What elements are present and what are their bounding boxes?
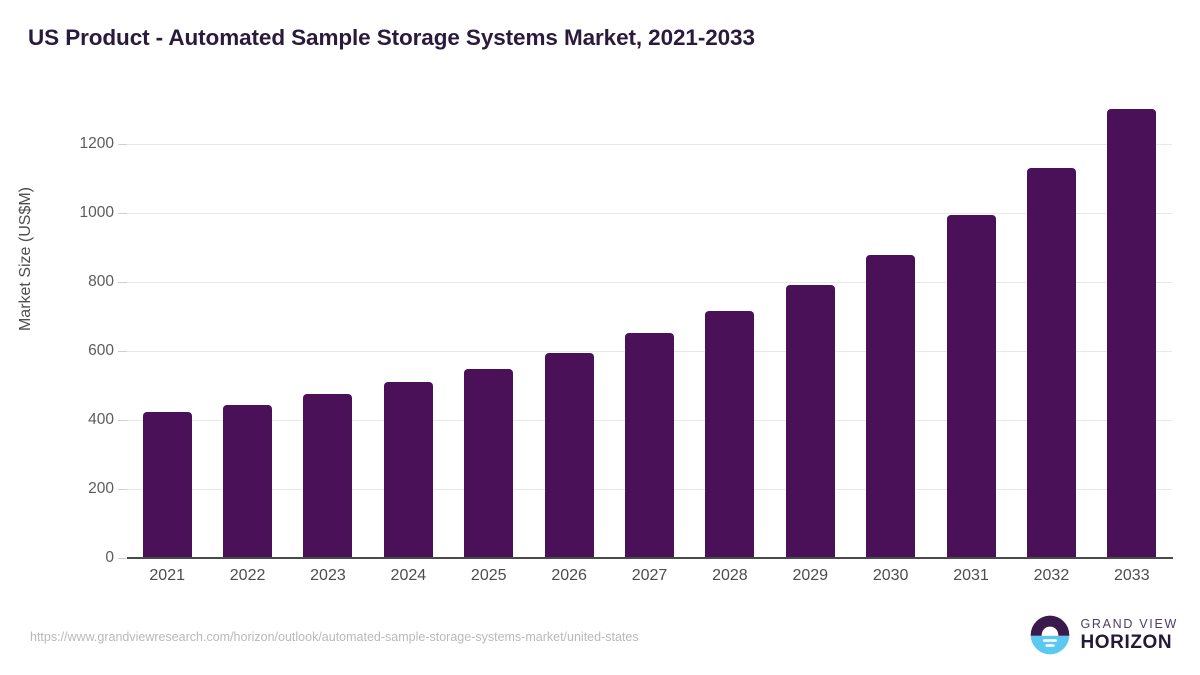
bar[interactable] bbox=[785, 285, 835, 558]
bar[interactable] bbox=[464, 368, 514, 558]
x-axis-tick-label: 2026 bbox=[551, 567, 587, 584]
y-axis-tick-mark bbox=[118, 351, 127, 353]
page-title: US Product - Automated Sample Storage Sy… bbox=[28, 25, 755, 50]
x-axis-tick-label: 2028 bbox=[712, 567, 748, 584]
bar[interactable] bbox=[1107, 109, 1157, 558]
logo-line-grand-view: GRAND VIEW bbox=[1080, 616, 1178, 631]
gridline bbox=[127, 213, 1172, 215]
x-axis-tick-label: 2024 bbox=[390, 567, 427, 584]
bar[interactable] bbox=[142, 412, 192, 558]
bar[interactable] bbox=[383, 381, 433, 558]
y-axis-tick-mark bbox=[118, 558, 127, 559]
y-axis-tick-label: 1200 bbox=[79, 135, 114, 153]
bar[interactable] bbox=[1026, 167, 1076, 558]
x-axis-tick-label: 2023 bbox=[310, 567, 346, 584]
gridline bbox=[127, 282, 1172, 284]
bar[interactable] bbox=[303, 393, 353, 558]
bar[interactable] bbox=[866, 254, 916, 558]
bar[interactable] bbox=[625, 333, 674, 558]
x-axis-tick-label: 2032 bbox=[1033, 567, 1070, 584]
x-axis-line bbox=[127, 557, 1173, 559]
plot-area bbox=[127, 109, 1172, 558]
y-axis-tick-label: 400 bbox=[88, 411, 114, 429]
bar[interactable] bbox=[705, 311, 755, 558]
grand-view-horizon-logo-icon bbox=[1031, 615, 1070, 655]
x-axis-tick-label: 2031 bbox=[953, 567, 989, 584]
x-axis-tick-label: 2029 bbox=[792, 567, 829, 584]
y-axis-tick-label: 200 bbox=[88, 480, 114, 498]
y-axis-tick-label: 800 bbox=[88, 273, 114, 291]
gridline bbox=[127, 144, 1172, 146]
bar[interactable] bbox=[223, 404, 273, 558]
x-axis-tick-label: 2030 bbox=[872, 567, 909, 584]
x-axis-tick-label: 2025 bbox=[470, 567, 507, 584]
x-axis-tick-label: 2022 bbox=[229, 567, 266, 584]
y-axis-tick-label: 0 bbox=[105, 549, 114, 566]
x-axis-tick-label: 2033 bbox=[1114, 567, 1150, 584]
source-url[interactable]: https://www.grandviewresearch.com/horizo… bbox=[30, 630, 639, 644]
y-axis-tick-mark bbox=[118, 282, 127, 284]
bar[interactable] bbox=[946, 215, 996, 558]
bar[interactable] bbox=[544, 352, 594, 558]
logo-wordmark: GRAND VIEW HORIZON bbox=[1080, 618, 1178, 653]
y-axis-title: Market Size (US$M) bbox=[17, 186, 34, 332]
y-axis-tick-label: 1000 bbox=[79, 204, 114, 222]
y-axis-tick-mark bbox=[118, 144, 127, 146]
y-axis-tick-mark bbox=[118, 420, 127, 422]
brand-logo: GRAND VIEW HORIZON bbox=[1029, 614, 1178, 656]
x-axis-tick-label: 2027 bbox=[631, 567, 668, 584]
y-axis-tick-mark bbox=[118, 213, 127, 215]
y-axis-tick-mark bbox=[118, 489, 127, 491]
x-axis-tick-label: 2021 bbox=[149, 567, 185, 584]
logo-line-horizon: HORIZON bbox=[1080, 632, 1173, 654]
y-axis-tick-label: 600 bbox=[88, 342, 114, 360]
